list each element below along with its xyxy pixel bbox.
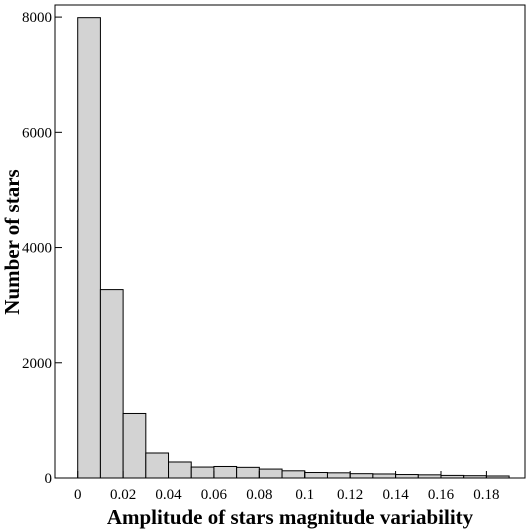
bar: [190, 466, 215, 479]
bar: [258, 468, 283, 479]
bar: [281, 470, 306, 479]
x-tick-label: 0.18: [473, 487, 499, 503]
x-tick-label: 0.08: [246, 487, 272, 503]
x-tick-label: 0.16: [428, 487, 455, 503]
bar: [122, 412, 147, 479]
bar: [372, 473, 397, 479]
x-tick-label: 0.1: [295, 487, 314, 503]
x-tick-label: 0.14: [382, 487, 409, 503]
y-axis-label: Number of stars: [0, 169, 24, 314]
bar: [168, 461, 192, 479]
bar: [145, 452, 170, 479]
bar: [463, 475, 487, 479]
bar: [440, 474, 465, 479]
x-axis-label: Amplitude of stars magnitude variability: [107, 505, 474, 529]
bar: [77, 17, 101, 479]
bar: [417, 474, 442, 479]
bar: [213, 465, 238, 479]
plot-frame: [54, 4, 526, 479]
bar: [304, 472, 328, 479]
x-tick-label: 0.06: [201, 487, 228, 503]
x-tick-label: 0: [74, 487, 82, 503]
y-tick-label: 2000: [22, 356, 52, 372]
bar: [349, 473, 374, 479]
x-tick-label: 0.02: [110, 487, 136, 503]
x-tick-label: 0.12: [337, 487, 363, 503]
y-tick-label: 4000: [22, 241, 52, 257]
y-tick-label: 6000: [22, 125, 52, 141]
bar: [395, 474, 419, 479]
bar: [99, 289, 124, 479]
bar: [485, 475, 510, 479]
y-tick-label: 0: [45, 471, 53, 487]
x-tick-label: 0.04: [155, 487, 182, 503]
bar: [236, 466, 260, 479]
y-tick-label: 8000: [22, 10, 52, 26]
bar: [326, 472, 351, 479]
